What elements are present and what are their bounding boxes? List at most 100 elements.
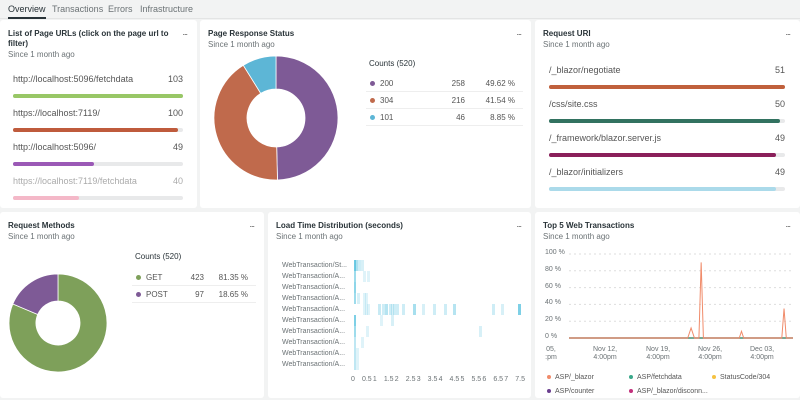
legend-item[interactable]: StatusCode/304 <box>712 374 770 381</box>
request-uri-item[interactable]: /_framework/blazor.server.js 49 <box>549 133 785 145</box>
page-url-item[interactable]: https://localhost:7119/100 <box>13 108 183 120</box>
heatmap-cell[interactable] <box>364 304 368 315</box>
legend-dot-icon <box>629 375 633 379</box>
heatmap-cell[interactable] <box>354 271 356 282</box>
heatmap-cell[interactable] <box>518 304 522 315</box>
heatmap-cell[interactable] <box>367 304 371 315</box>
heatmap-cell[interactable] <box>393 304 397 315</box>
bar-fill <box>549 187 776 191</box>
more-options-button[interactable]: ... <box>785 27 790 37</box>
legend-row[interactable]: 101 46 8.85 % <box>366 109 523 126</box>
more-options-button[interactable]: ... <box>516 27 521 37</box>
heatmap-cell[interactable] <box>391 304 395 315</box>
x-tick-label: 1.5 <box>383 376 394 383</box>
page-url-item[interactable]: http://localhost:5096/49 <box>13 142 183 154</box>
item-value: 49 <box>172 142 183 152</box>
heatmap-cell[interactable] <box>358 260 362 271</box>
heatmap-cell[interactable] <box>362 293 366 304</box>
legend-row[interactable]: POST 97 18.65 % <box>132 286 256 303</box>
heatmap-cell[interactable] <box>367 271 371 282</box>
more-options-button[interactable]: ... <box>516 219 521 229</box>
heatmap-cell[interactable] <box>380 315 384 326</box>
more-options-button[interactable]: ... <box>249 219 254 229</box>
heatmap-cell[interactable] <box>354 315 356 326</box>
legend-dot-icon <box>712 375 716 379</box>
x-tick-label: 2.5 <box>405 376 416 383</box>
item-value: 103 <box>167 74 183 84</box>
legend-count: 97 <box>195 290 204 299</box>
more-options-button[interactable]: ... <box>785 219 790 229</box>
legend-item[interactable]: ASP/fetchdata <box>629 374 682 381</box>
legend-item[interactable]: ASP/_blazor <box>547 374 594 381</box>
heatmap-cell[interactable] <box>354 359 356 370</box>
x-tick-label: 0.5 <box>361 376 372 383</box>
counts-label: Counts (520) <box>135 252 182 261</box>
tab-transactions[interactable]: Transactions <box>52 4 104 14</box>
heatmap-cell[interactable] <box>354 293 356 304</box>
request-uri-item[interactable]: /_blazor/initializers 49 <box>549 167 785 179</box>
heatmap-cell[interactable] <box>500 304 504 315</box>
heatmap-cell[interactable] <box>389 304 393 315</box>
heatmap-cell[interactable] <box>354 282 356 293</box>
legend-percent: 18.65 % <box>218 290 248 299</box>
heatmap-cell[interactable] <box>364 293 368 304</box>
heatmap-cell[interactable] <box>354 326 356 337</box>
more-options-button[interactable]: ... <box>182 27 187 37</box>
heatmap-cell[interactable] <box>366 326 370 337</box>
heatmap-cell[interactable] <box>362 304 366 315</box>
x-tick-label: Dec 03, 4:00pm <box>750 346 775 361</box>
legend-label: ASP/_blazor <box>555 374 594 381</box>
item-value: 40 <box>172 176 183 186</box>
heatmap-cell[interactable] <box>357 293 361 304</box>
bar-track <box>13 128 183 132</box>
heatmap-cell[interactable] <box>395 304 399 315</box>
request-uri-item[interactable]: /css/site.css 50 <box>549 99 785 111</box>
heatmap-cell[interactable] <box>402 304 406 315</box>
tab-errors[interactable]: Errors <box>108 4 133 14</box>
heatmap-cell[interactable] <box>391 315 395 326</box>
heatmap-cell[interactable] <box>354 348 356 359</box>
panel-title: List of Page URLs (click on the page url… <box>8 29 169 48</box>
heatmap-cell[interactable] <box>432 304 436 315</box>
heatmap-cell[interactable] <box>362 271 366 282</box>
page-url-item[interactable]: https://localhost:7119/fetchdata 40 <box>13 176 183 188</box>
legend-item[interactable]: ASP/counter <box>547 388 594 395</box>
legend-item[interactable]: ASP/_blazor/disconn... <box>629 388 708 395</box>
heatmap-cell[interactable] <box>491 304 495 315</box>
heatmap-cell[interactable] <box>356 359 360 370</box>
request-uri-item[interactable]: /_blazor/negotiate 51 <box>549 65 785 77</box>
status-slice-101[interactable] <box>242 56 277 94</box>
heatmap-cell[interactable] <box>354 260 356 271</box>
heatmap-cell[interactable] <box>354 337 356 348</box>
heatmap-cell[interactable] <box>452 304 456 315</box>
x-tick-label: Nov 12, 4:00pm <box>593 346 618 361</box>
heatmap-cell[interactable] <box>360 260 364 271</box>
heatmap-cell[interactable] <box>443 304 447 315</box>
heatmap-cell[interactable] <box>356 348 360 359</box>
page-url-item[interactable]: http://localhost:5096/fetchdata 103 <box>13 74 183 86</box>
tab-infrastructure[interactable]: Infrastructure <box>140 4 194 14</box>
heatmap-cell[interactable] <box>378 304 382 315</box>
bar-track <box>549 187 785 191</box>
status-slice-200[interactable] <box>275 56 338 180</box>
heatmap-cell[interactable] <box>478 326 482 337</box>
panel-subtitle: Since 1 month ago <box>8 50 75 59</box>
heatmap-cell[interactable] <box>413 304 417 315</box>
heatmap-cell[interactable] <box>382 304 386 315</box>
x-tick-label: 4.5 <box>449 376 460 383</box>
heatmap-cell[interactable] <box>360 337 364 348</box>
legend-row[interactable]: GET 423 81.35 % <box>132 269 256 286</box>
method-slice-GET[interactable] <box>9 274 107 372</box>
legend-label: ASP/fetchdata <box>637 374 682 381</box>
tab-overview[interactable]: Overview <box>8 4 46 19</box>
legend-row[interactable]: 304 216 41.54 % <box>366 92 523 109</box>
row-label: WebTransaction/A... <box>282 317 346 324</box>
legend-row[interactable]: 200 258 49.62 % <box>366 75 523 92</box>
status-slice-304[interactable] <box>214 64 278 180</box>
heatmap-cell[interactable] <box>421 304 425 315</box>
heatmap-cell[interactable] <box>384 304 388 315</box>
heatmap-cell[interactable] <box>355 260 359 271</box>
legend-count: 423 <box>190 273 204 282</box>
x-tick-label: 5 <box>460 376 465 383</box>
method-slice-POST[interactable] <box>12 274 59 315</box>
